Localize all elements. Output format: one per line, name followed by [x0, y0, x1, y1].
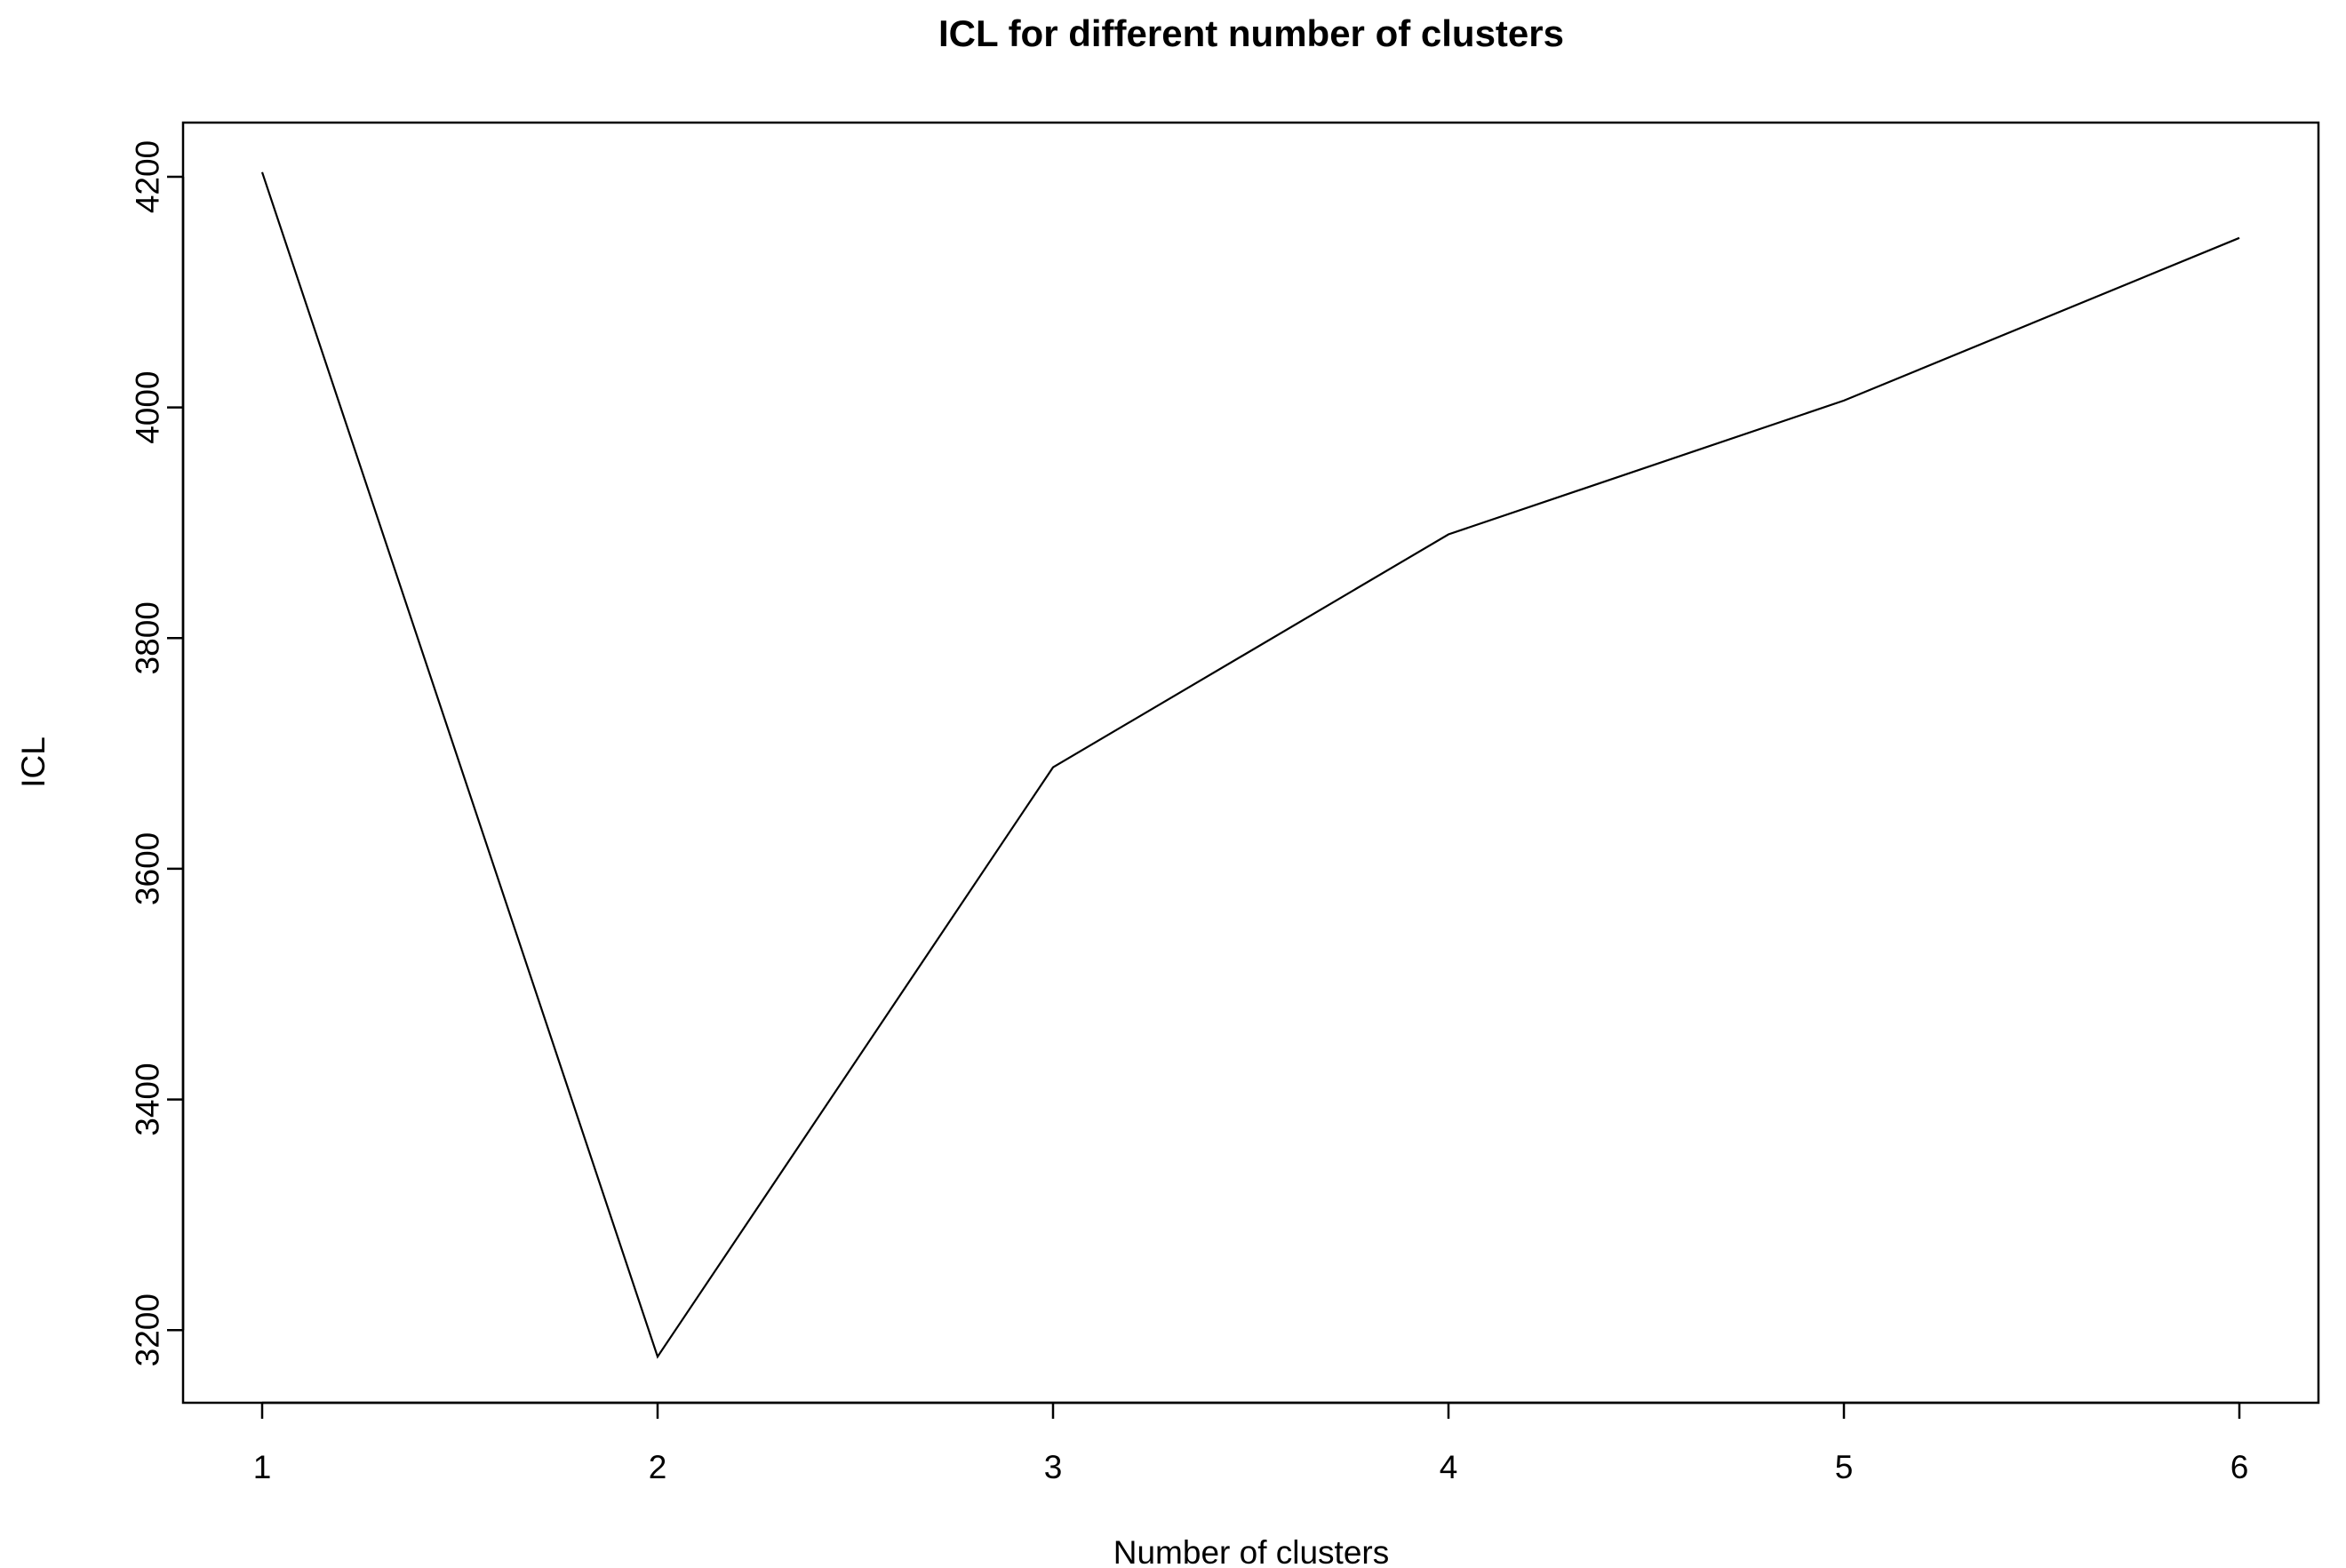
x-tick-label: 5: [1835, 1449, 1854, 1485]
x-axis: 1 2 3 4 5 6: [253, 1401, 2249, 1485]
y-tick-label: 3200: [130, 1293, 166, 1366]
y-tick-label: 4000: [130, 370, 166, 443]
y-tick-label: 4200: [130, 140, 166, 213]
y-tick-label: 3600: [130, 832, 166, 905]
x-tick-label: 1: [253, 1449, 272, 1485]
y-axis: 3200 3400 3600 3800 4000 4200: [130, 140, 185, 1366]
x-axis-label: Number of clusters: [1113, 1534, 1390, 1568]
x-tick-label: 6: [2230, 1449, 2249, 1485]
x-tick-label: 3: [1044, 1449, 1063, 1485]
y-tick-label: 3800: [130, 601, 166, 674]
chart-title: ICL for different number of clusters: [938, 12, 1564, 54]
series-line-0: [260, 171, 2240, 1359]
x-tick-label: 4: [1440, 1449, 1458, 1485]
y-axis-label: ICL: [15, 736, 52, 788]
x-tick-label: 2: [649, 1449, 667, 1485]
y-tick-label: 3400: [130, 1063, 166, 1135]
plot-frame: [181, 121, 2320, 1405]
series-layer: [260, 171, 2240, 1359]
